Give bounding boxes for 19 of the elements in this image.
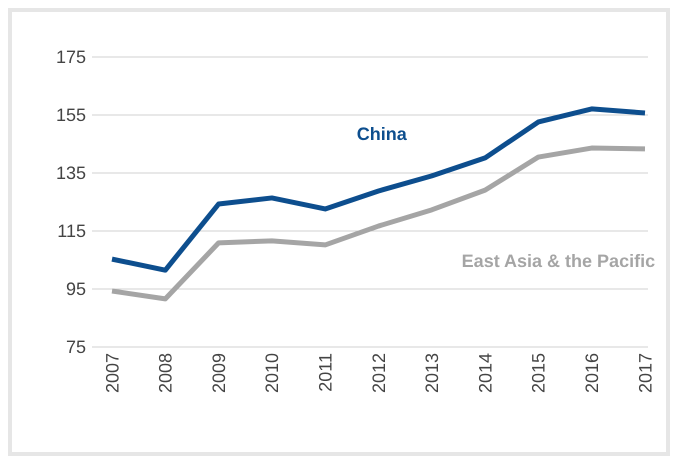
text: China [356,124,408,144]
x-tick-label: 2008 [156,353,176,394]
y-tick-label: 95 [66,278,86,299]
x-tick-label: 2016 [582,353,602,394]
x-tick-label: 2007 [102,353,122,394]
y-tick-label: 155 [56,104,86,125]
y-tick-label: 135 [56,162,86,183]
x-tick-label: 2010 [262,353,282,394]
x-tick-label: 2014 [475,353,496,394]
y-tick-label: 115 [57,220,86,241]
y-tick-label: 175 [56,46,86,67]
text: East Asia & the Pacific [462,251,656,272]
x-tick-label: 2017 [635,353,656,394]
x-tick-label: 2015 [528,353,549,394]
x-tick-label: 2009 [208,353,229,394]
x-tick-label: 2011 [316,353,336,392]
x-tick-label: 2012 [368,353,389,394]
y-tick-label: 75 [66,336,86,357]
x-tick-label: 2013 [422,353,442,394]
